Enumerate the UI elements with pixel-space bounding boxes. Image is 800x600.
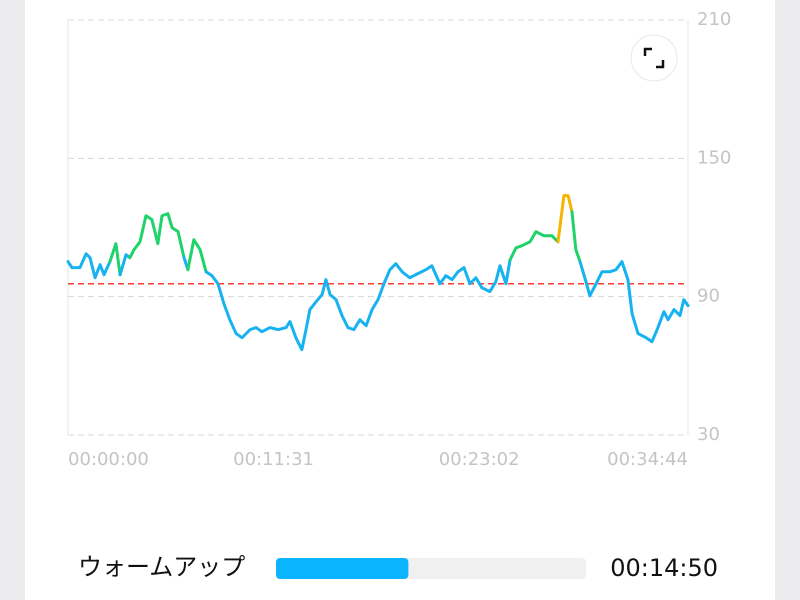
zone-label: ウォームアップ: [78, 553, 245, 581]
y-tick-label: 150: [697, 147, 731, 168]
line-segment: [508, 230, 560, 262]
line-segment: [578, 260, 690, 344]
plot: 30 90 150 210 00:00:00 00:11:31 00:23:02 00:34:…: [66, 9, 731, 470]
progress-fill: [276, 558, 409, 579]
line-segment: [556, 194, 574, 244]
line-segment: [108, 242, 122, 277]
expand-icon[interactable]: [643, 47, 665, 69]
line-segment: [128, 212, 186, 260]
x-tick-label: 00:34:44: [607, 449, 688, 470]
expand-button[interactable]: [630, 34, 678, 82]
line-segment: [570, 210, 582, 264]
y-tick-label: 30: [697, 424, 720, 445]
x-tick-label: 00:00:00: [68, 449, 149, 470]
expand-button-bg[interactable]: [630, 34, 678, 82]
card: [25, 0, 775, 600]
x-tick-label: 00:23:02: [439, 449, 520, 470]
line-segment: [66, 252, 112, 280]
line-segment: [204, 258, 512, 352]
zone-duration: 00:14:50: [610, 554, 718, 582]
line-segment: [118, 253, 132, 277]
x-tick-label: 00:11:31: [233, 449, 314, 470]
line-segment: [186, 238, 208, 274]
y-tick-label: 210: [697, 9, 731, 30]
y-tick-label: 90: [697, 286, 720, 307]
